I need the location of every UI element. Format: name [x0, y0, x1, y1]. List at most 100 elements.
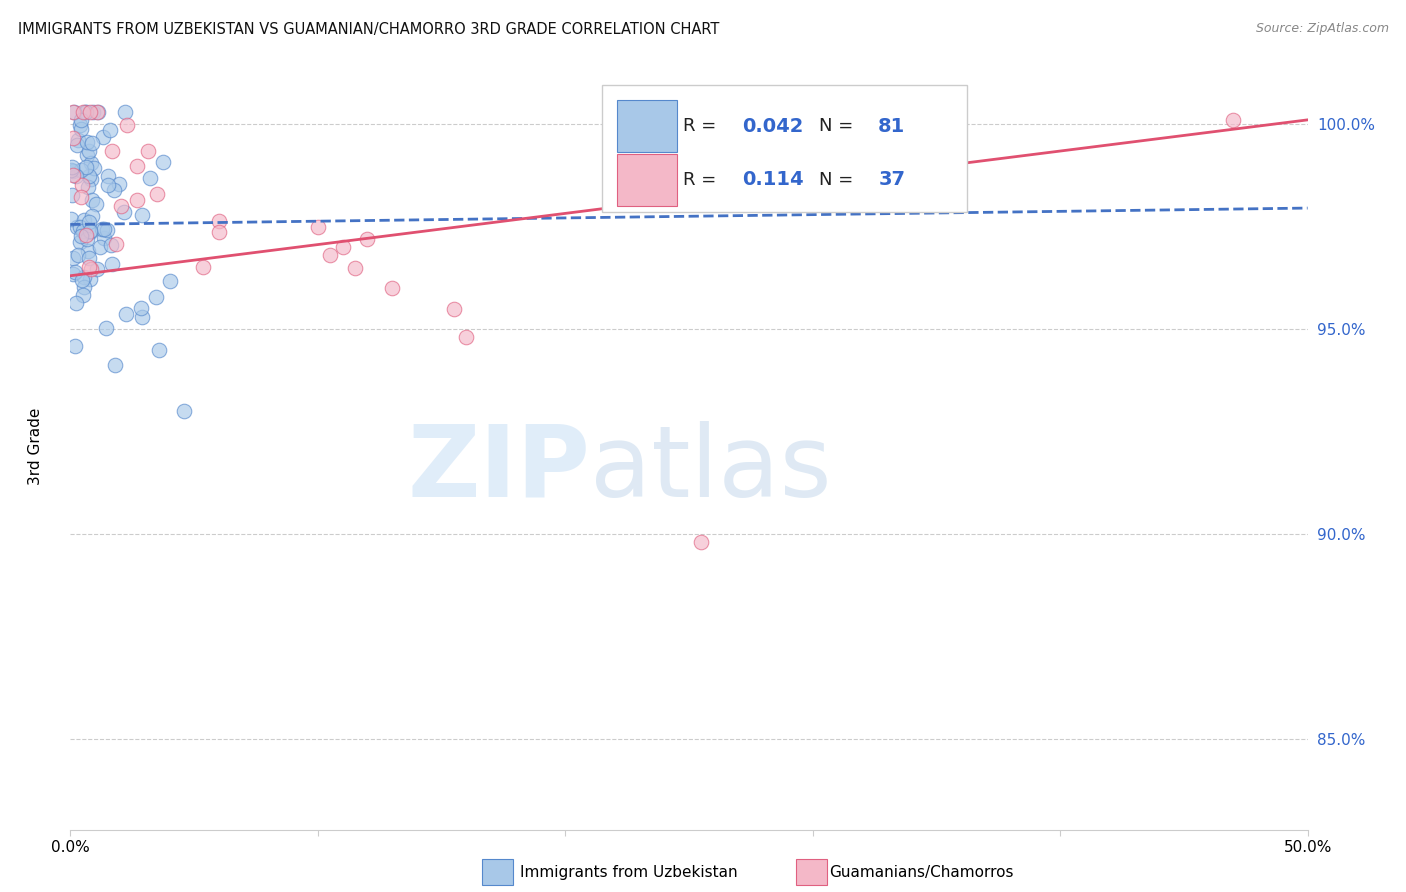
Text: R =: R =: [683, 170, 727, 189]
Point: [75, 228, 97, 243]
Text: 0.042: 0.042: [742, 117, 803, 136]
Text: 37: 37: [879, 170, 905, 189]
Point: [307, 219, 329, 234]
Point: [70, 113, 93, 128]
Point: [208, 213, 231, 227]
Point: [105, 237, 128, 252]
Text: IMMIGRANTS FROM UZBEKISTAN VS GUAMANIAN/CHAMORRO 3RD GRADE CORRELATION CHART: IMMIGRANTS FROM UZBEKISTAN VS GUAMANIAN/…: [18, 22, 720, 37]
Point: [1222, 112, 1244, 127]
Point: [62, 131, 84, 145]
Point: [91, 222, 114, 236]
Point: [110, 199, 132, 213]
Point: [62, 104, 84, 119]
FancyBboxPatch shape: [617, 153, 676, 206]
Point: [59, 163, 82, 178]
Text: R =: R =: [683, 117, 721, 135]
Point: [70, 162, 93, 177]
Point: [152, 154, 174, 169]
Point: [76, 148, 98, 162]
Point: [73, 212, 96, 227]
Text: N =: N =: [818, 117, 859, 135]
Point: [62, 163, 84, 178]
Point: [62, 251, 84, 265]
Point: [82, 136, 104, 150]
Point: [101, 144, 124, 158]
Point: [70, 189, 93, 203]
FancyBboxPatch shape: [602, 86, 967, 212]
Point: [62, 168, 84, 182]
Point: [70, 228, 93, 243]
Point: [79, 260, 101, 275]
FancyBboxPatch shape: [617, 100, 676, 153]
Point: [114, 104, 136, 119]
Point: [136, 144, 159, 158]
Point: [63, 339, 86, 353]
Point: [77, 180, 100, 194]
Point: [146, 187, 169, 202]
Point: [94, 321, 117, 335]
Point: [145, 290, 167, 304]
Point: [82, 104, 104, 119]
Text: atlas: atlas: [591, 420, 831, 517]
Text: Immigrants from Uzbekistan: Immigrants from Uzbekistan: [520, 865, 738, 880]
Point: [67, 248, 90, 262]
Point: [97, 169, 120, 183]
Text: 81: 81: [879, 117, 905, 136]
Point: [79, 225, 101, 239]
Point: [127, 159, 149, 173]
Point: [69, 235, 91, 250]
Point: [72, 288, 94, 302]
Point: [80, 262, 103, 277]
Point: [107, 178, 129, 192]
Point: [173, 404, 195, 418]
Point: [93, 231, 115, 245]
Point: [100, 122, 122, 136]
Point: [97, 178, 120, 193]
Point: [96, 223, 118, 237]
Point: [117, 118, 139, 132]
Point: [75, 160, 97, 174]
Point: [84, 197, 107, 211]
Point: [115, 307, 138, 321]
Point: [191, 260, 214, 274]
Point: [72, 224, 94, 238]
Point: [86, 262, 108, 277]
Point: [63, 104, 86, 119]
Point: [77, 144, 100, 158]
Point: [73, 269, 96, 284]
Text: N =: N =: [818, 170, 859, 189]
Point: [103, 183, 125, 197]
Point: [69, 220, 91, 235]
Point: [343, 260, 366, 275]
Point: [72, 178, 94, 192]
Point: [73, 279, 96, 293]
Point: [65, 296, 87, 310]
Point: [66, 138, 89, 153]
Text: 0.114: 0.114: [742, 170, 804, 189]
Point: [100, 237, 122, 252]
Point: [62, 267, 84, 281]
Point: [82, 209, 104, 223]
Point: [73, 104, 96, 119]
Point: [89, 240, 111, 254]
Point: [208, 225, 231, 239]
Point: [131, 208, 153, 222]
Point: [77, 169, 100, 183]
Point: [91, 130, 114, 145]
Point: [100, 257, 122, 271]
Point: [60, 187, 83, 202]
Point: [356, 232, 378, 246]
Point: [75, 104, 97, 119]
Point: [79, 104, 101, 119]
Point: [65, 169, 87, 183]
Point: [93, 222, 115, 236]
Point: [79, 272, 101, 286]
Point: [129, 301, 152, 315]
Point: [86, 104, 108, 119]
Point: [104, 358, 127, 372]
Point: [148, 343, 170, 358]
Point: [319, 248, 342, 262]
Point: [79, 224, 101, 238]
Point: [79, 215, 101, 229]
Point: [443, 301, 465, 316]
